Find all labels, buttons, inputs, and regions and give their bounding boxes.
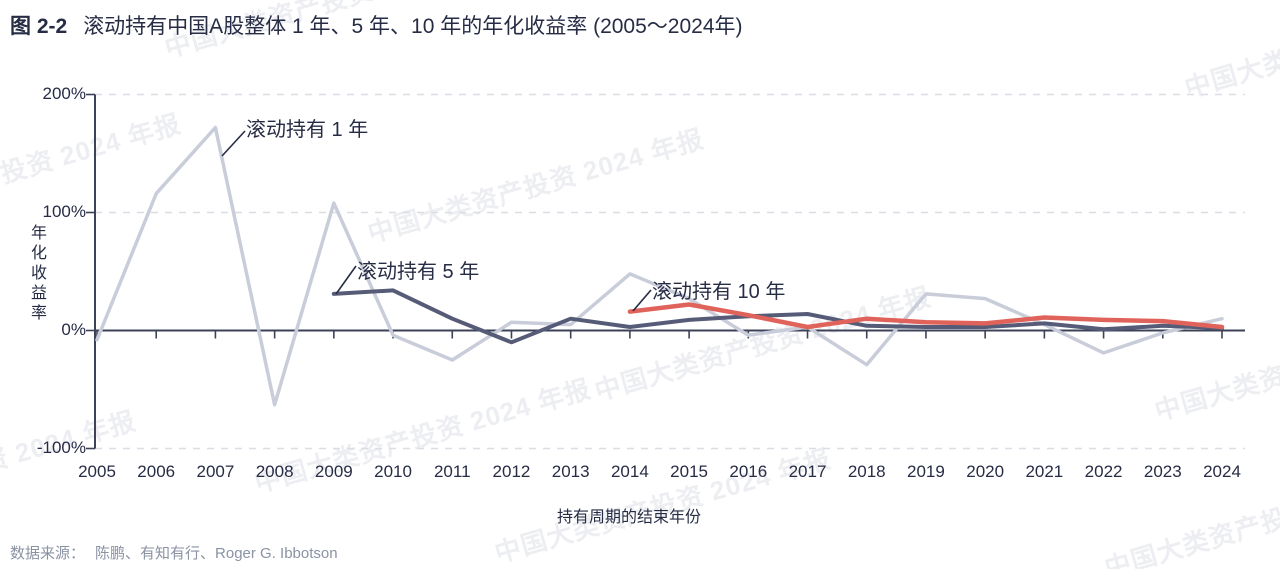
annotation-callout-line (632, 289, 652, 312)
x-tick-label: 2015 (670, 462, 709, 481)
data-source: 数据来源： 陈鹏、有知有行、Roger G. Ibbotson (10, 542, 338, 563)
x-tick-label: 2006 (137, 462, 176, 481)
x-tick-label: 2022 (1084, 462, 1123, 481)
figure-number: 图 2-2 (10, 15, 68, 38)
y-tick-label: -100% (36, 437, 86, 457)
annotation-callout-line (221, 130, 246, 157)
x-tick-label: 2018 (847, 462, 886, 481)
x-tick-label: 2017 (788, 462, 827, 481)
y-tick-label: 100% (42, 201, 86, 221)
annotation-callout-line (335, 265, 357, 295)
x-tick-label: 2024 (1203, 462, 1241, 481)
data-source-label: 数据来源： (10, 545, 86, 562)
annotation-rolling-5yr: 滚动持有 5 年 (357, 261, 480, 283)
y-tick-label: 0% (61, 319, 86, 339)
x-tick-label: 2005 (78, 462, 116, 481)
x-tick-label: 2021 (1025, 462, 1064, 481)
x-tick-label: 2019 (907, 462, 945, 481)
series-line-1yr (95, 125, 1224, 407)
x-tick-label: 2023 (1143, 462, 1182, 481)
x-tick-label: 2009 (314, 462, 353, 481)
x-tick-label: 2014 (610, 462, 649, 481)
series-line-5yr (331, 288, 1224, 345)
series-line-10yr (627, 302, 1225, 330)
x-tick-label: 2012 (492, 462, 531, 481)
x-tick-label: 2020 (966, 462, 1005, 481)
annotation-rolling-10yr: 滚动持有 10 年 (652, 281, 786, 303)
x-tick-label: 2010 (374, 462, 412, 481)
figure-title-text: 滚动持有中国A股整体 1 年、5 年、10 年的年化收益率 (2005～2024… (83, 15, 743, 38)
x-tick-label: 2008 (255, 462, 294, 481)
x-tick-label: 2007 (196, 462, 235, 481)
y-axis-title: 年化收益率 (28, 224, 45, 324)
y-tick-label: 200% (42, 83, 86, 103)
data-source-text: 陈鹏、有知有行、Roger G. Ibbotson (95, 545, 338, 562)
annotation-rolling-1yr: 滚动持有 1 年 (246, 119, 369, 141)
x-tick-label: 2013 (551, 462, 590, 481)
x-tick-label: 2011 (433, 462, 471, 481)
x-axis-title: 持有周期的结束年份 (556, 509, 702, 526)
figure-title: 图 2-2 滚动持有中国A股整体 1 年、5 年、10 年的年化收益率 (200… (10, 10, 743, 40)
x-tick-label: 2016 (729, 462, 768, 481)
